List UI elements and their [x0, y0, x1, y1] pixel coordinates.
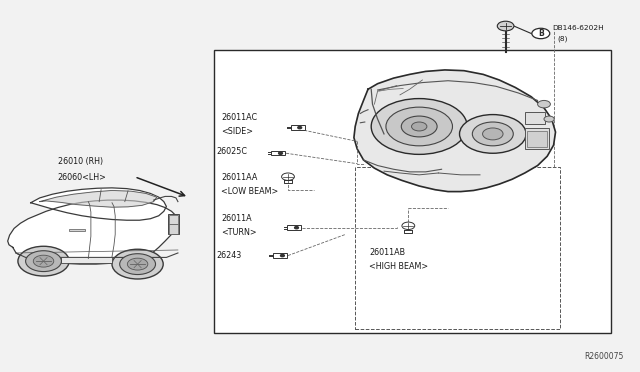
Text: <TURN>: <TURN>: [221, 228, 257, 237]
Text: 26011AC: 26011AC: [221, 113, 257, 122]
Text: 26060<LH>: 26060<LH>: [58, 173, 106, 182]
Circle shape: [278, 152, 282, 154]
Circle shape: [483, 128, 503, 140]
Bar: [214, 50, 611, 333]
Polygon shape: [354, 70, 556, 192]
Circle shape: [386, 107, 452, 146]
Text: DB146-6202H: DB146-6202H: [552, 25, 604, 31]
Bar: [525, 112, 545, 124]
Bar: [69, 229, 85, 231]
Bar: [355, 167, 560, 329]
Circle shape: [538, 100, 550, 108]
Circle shape: [497, 21, 514, 31]
Text: R2600075: R2600075: [584, 352, 624, 361]
Text: 26243: 26243: [216, 251, 241, 260]
Circle shape: [544, 116, 554, 122]
Circle shape: [401, 116, 437, 137]
Circle shape: [120, 254, 156, 275]
Text: 26010 (RH): 26010 (RH): [58, 157, 103, 166]
Polygon shape: [31, 188, 166, 220]
Bar: [525, 128, 549, 149]
Circle shape: [412, 122, 427, 131]
Circle shape: [460, 115, 526, 153]
Circle shape: [402, 222, 415, 230]
Text: <LOW BEAM>: <LOW BEAM>: [221, 187, 278, 196]
Circle shape: [294, 227, 298, 229]
Circle shape: [18, 246, 69, 276]
Bar: [61, 257, 112, 263]
Circle shape: [282, 173, 294, 180]
Text: <HIGH BEAM>: <HIGH BEAM>: [369, 262, 428, 271]
Polygon shape: [40, 190, 157, 207]
Text: 26011AB: 26011AB: [369, 248, 405, 257]
Bar: [291, 125, 305, 130]
Text: 26011A: 26011A: [221, 214, 252, 223]
Circle shape: [33, 255, 54, 267]
Circle shape: [280, 254, 284, 257]
Bar: [271, 151, 285, 155]
Circle shape: [26, 251, 61, 272]
Text: 26025C: 26025C: [216, 147, 247, 156]
Circle shape: [112, 249, 163, 279]
Text: (8): (8): [557, 36, 568, 42]
Bar: [287, 225, 301, 230]
Text: <SIDE>: <SIDE>: [221, 127, 253, 136]
Bar: [169, 215, 178, 224]
Bar: [273, 253, 287, 258]
Text: B: B: [538, 29, 543, 38]
Circle shape: [127, 258, 148, 270]
Bar: [168, 214, 179, 234]
Text: 26011AA: 26011AA: [221, 173, 258, 182]
Bar: [169, 224, 178, 234]
Circle shape: [532, 28, 550, 39]
Bar: [527, 131, 547, 147]
Polygon shape: [8, 200, 178, 264]
Circle shape: [472, 122, 513, 146]
Circle shape: [371, 99, 467, 154]
Circle shape: [298, 126, 301, 129]
